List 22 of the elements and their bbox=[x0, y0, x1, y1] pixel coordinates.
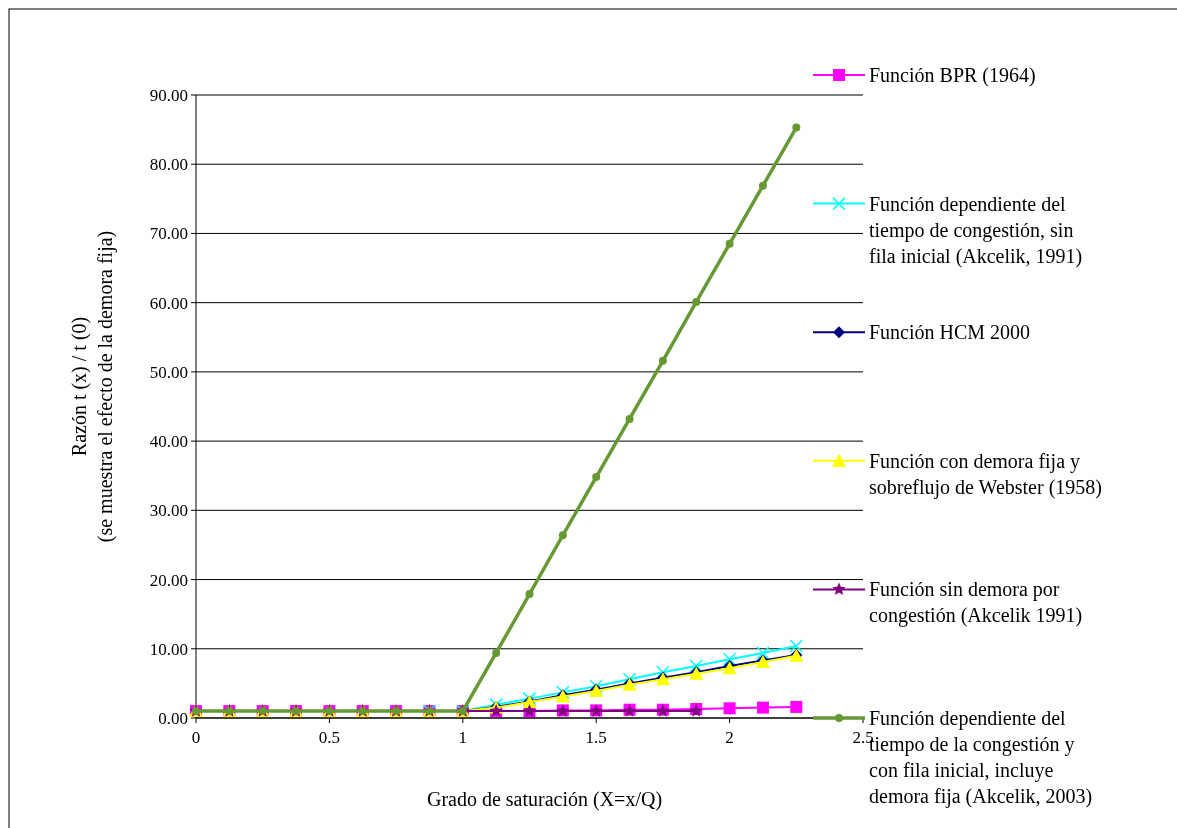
y-tick-label: 0.00 bbox=[158, 708, 188, 728]
y-tick-label: 20.00 bbox=[149, 570, 188, 590]
x-tick-label: 1 bbox=[458, 728, 468, 747]
y-axis-title: Razón t (x) / t (0) (se muestra el efecto de la demora fija) bbox=[68, 230, 117, 543]
legend-label: Función dependiente del tiempo de congestión, sin fila inicial (Akcelik, 1991) bbox=[869, 192, 1083, 268]
y-tick-label: 30.00 bbox=[149, 501, 188, 521]
y-tick-label: 90.00 bbox=[149, 85, 188, 105]
y-tick-label: 80.00 bbox=[149, 155, 188, 175]
x-tick-label: 0.5 bbox=[318, 728, 341, 747]
y-tick-label: 10.00 bbox=[149, 639, 188, 659]
legend-label: Función BPR (1964) bbox=[869, 64, 1036, 87]
legend-label: Función sin demora por congestión (Akcelik 1991) bbox=[869, 578, 1083, 628]
legend-label: Función HCM 2000 bbox=[869, 321, 1031, 344]
x-tick-label: 1.5 bbox=[585, 728, 607, 747]
y-tick-label: 50.00 bbox=[149, 362, 188, 382]
x-tick-label: 2 bbox=[725, 728, 734, 747]
legend-label: Función con demora fija y sobreflujo de Webster (1958) bbox=[869, 449, 1102, 499]
x-axis-title: Grado de saturación (X=x/Q) bbox=[426, 788, 663, 811]
y-tick-label: 60.00 bbox=[149, 293, 188, 313]
x-tick-label: 0 bbox=[191, 728, 201, 747]
y-tick-label: 70.00 bbox=[149, 224, 188, 244]
y-tick-label: 40.00 bbox=[149, 432, 188, 452]
